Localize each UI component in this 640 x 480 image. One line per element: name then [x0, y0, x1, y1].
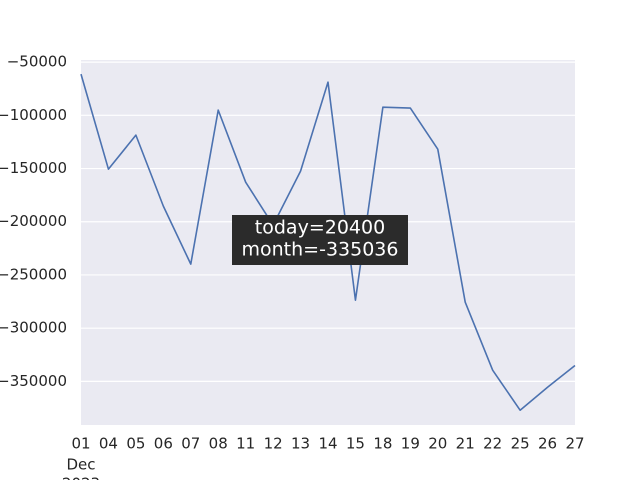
x-tick-label: 27 — [565, 435, 584, 453]
x-tick-label: 12 — [264, 435, 283, 453]
x-tick-label: 13 — [291, 435, 310, 453]
tooltip-line: today=20400 — [255, 217, 385, 239]
series-line — [80, 73, 576, 412]
x-tick-label: 05 — [126, 435, 145, 453]
y-tick-label: −100000 — [0, 106, 67, 124]
x-tick-label: 08 — [209, 435, 228, 453]
x-tick-label: 04 — [99, 435, 118, 453]
tooltip-line: month=-335036 — [242, 239, 399, 261]
y-tick-label: −50000 — [7, 53, 67, 71]
y-tick-label: −350000 — [0, 372, 67, 390]
x-tick-label: 20 — [428, 435, 447, 453]
tooltip-box — [232, 215, 408, 265]
x-tick-label: 26 — [538, 435, 557, 453]
x-tick-label: 06 — [154, 435, 173, 453]
x-tick-label: 18 — [373, 435, 392, 453]
y-tick-label: −300000 — [0, 319, 67, 337]
x-month-label: Dec — [66, 456, 95, 474]
x-tick-label: 11 — [236, 435, 255, 453]
x-year-label: 2023 — [62, 475, 100, 480]
x-tick-label: 14 — [318, 435, 337, 453]
x-tick-label: 19 — [401, 435, 420, 453]
y-tick-label: −250000 — [0, 265, 67, 283]
x-tick-label: 25 — [511, 435, 530, 453]
x-tick-label: 21 — [456, 435, 475, 453]
x-tick-label: 22 — [483, 435, 502, 453]
y-tick-label: −150000 — [0, 159, 67, 177]
x-tick-label: 01 — [71, 435, 90, 453]
y-tick-label: −200000 — [0, 212, 67, 230]
x-tick-label: 07 — [181, 435, 200, 453]
x-tick-label: 15 — [346, 435, 365, 453]
